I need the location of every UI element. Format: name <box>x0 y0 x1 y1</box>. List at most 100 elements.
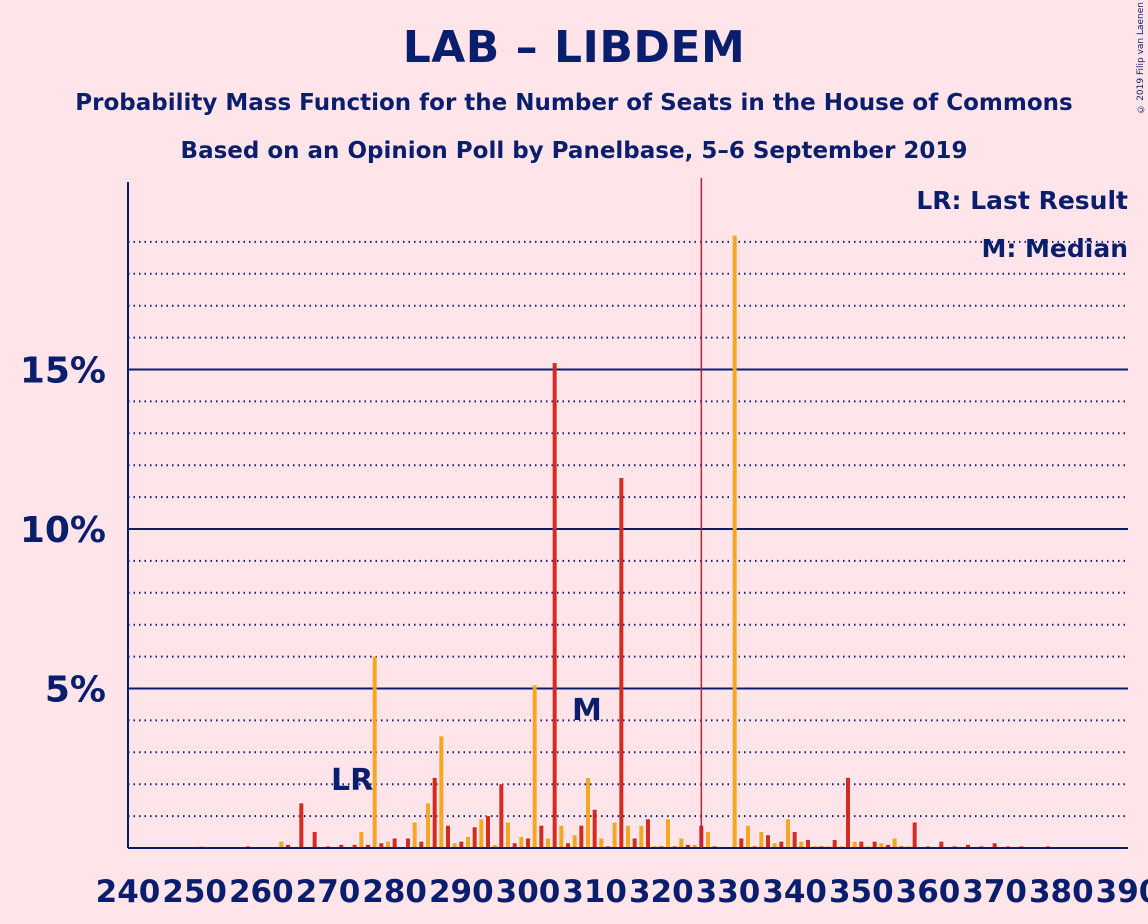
markers: LR M <box>331 178 703 848</box>
bar-seat-324 <box>686 844 690 848</box>
bar-seat-275 <box>359 832 364 848</box>
x-tick-label: 340 <box>762 874 827 910</box>
bar-seat-280 <box>392 838 397 848</box>
bar-seat-278 <box>379 843 384 848</box>
bar-seat-342 <box>806 840 810 848</box>
bar-seat-282 <box>406 838 410 848</box>
bar-seat-291 <box>466 836 470 848</box>
x-tick-label: 320 <box>629 874 694 910</box>
bar-seat-341 <box>799 841 804 848</box>
y-tick-label: 5% <box>45 670 106 711</box>
y-tick-label: 10% <box>20 510 106 551</box>
bar-seat-299 <box>519 836 524 848</box>
bar-seat-266 <box>299 803 304 848</box>
bar-seat-315 <box>626 825 630 848</box>
bar-seat-295 <box>492 844 497 848</box>
bar-seat-333 <box>746 825 750 848</box>
bar-seat-370 <box>992 843 997 848</box>
bar-seat-358 <box>912 822 917 848</box>
x-tick-label: 350 <box>829 874 894 910</box>
bar-seat-325 <box>692 844 697 848</box>
bar-seat-297 <box>506 822 510 848</box>
x-tick-label: 290 <box>429 874 494 910</box>
bar-seat-298 <box>512 843 517 848</box>
bar-seat-313 <box>612 822 617 848</box>
bar-seat-346 <box>832 840 837 848</box>
axes <box>127 182 1128 849</box>
bar-seat-279 <box>386 841 390 848</box>
bar-seat-286 <box>432 777 437 848</box>
x-tick-label: 390 <box>1096 874 1148 910</box>
chart-subtitle-poll: Based on an Opinion Poll by Panelbase, 5… <box>180 138 968 164</box>
bar-seat-337 <box>772 843 777 848</box>
bar-seat-350 <box>859 841 864 848</box>
bar-seat-301 <box>532 685 537 848</box>
x-tick-label: 300 <box>496 874 561 910</box>
bar-seat-308 <box>579 825 584 848</box>
bar-seat-277 <box>372 656 377 848</box>
bar-seat-336 <box>766 835 770 848</box>
bar-seat-362 <box>939 841 944 848</box>
legend-median: M: Median <box>981 234 1128 263</box>
grid-lines <box>128 240 1128 818</box>
bar-seat-348 <box>846 777 850 848</box>
x-tick-label: 270 <box>296 874 361 910</box>
bar-seat-318 <box>646 819 650 848</box>
bar-seat-283 <box>412 822 417 848</box>
bar-seat-317 <box>639 825 644 848</box>
bar-seat-288 <box>446 825 450 848</box>
bar-seat-311 <box>599 838 604 848</box>
tick-labels: 5% 10% 15% 240 250 260 270 280 290 300 310 320 330 34… <box>20 351 1148 911</box>
bar-seat-274 <box>352 844 357 848</box>
bar-seat-323 <box>679 838 684 848</box>
bar-seat-272 <box>339 844 344 848</box>
bar-seat-292 <box>472 827 477 848</box>
x-tick-label: 240 <box>96 874 161 910</box>
bar-seat-327 <box>706 832 710 848</box>
x-tick-label: 260 <box>229 874 294 910</box>
chart-title: LAB – LIBDEM <box>402 22 746 73</box>
bar-seat-287 <box>439 736 444 848</box>
bar-seat-303 <box>546 838 550 848</box>
bar-seat-331 <box>732 235 737 848</box>
bar-seat-314 <box>619 477 624 848</box>
bar-seat-321 <box>666 819 670 848</box>
bar-seat-268 <box>312 832 317 848</box>
x-tick-label: 360 <box>896 874 961 910</box>
x-tick-label: 380 <box>1029 874 1094 910</box>
bar-seat-309 <box>586 777 590 848</box>
bar-seat-264 <box>286 844 290 848</box>
bar-seat-338 <box>779 841 784 848</box>
x-tick-label: 330 <box>696 874 761 910</box>
bar-seat-293 <box>479 819 484 848</box>
bar-seat-339 <box>786 819 790 848</box>
bar-seat-354 <box>886 844 890 848</box>
bar-seat-355 <box>892 838 897 848</box>
last-result-marker: LR <box>331 763 373 798</box>
bar-seat-290 <box>459 841 464 848</box>
bar-seat-340 <box>792 832 797 848</box>
bar-seat-302 <box>539 825 544 848</box>
median-marker: M <box>572 693 602 728</box>
bar-seat-306 <box>566 843 570 848</box>
bar-seat-289 <box>452 843 457 848</box>
x-tick-label: 370 <box>962 874 1027 910</box>
x-tick-label: 280 <box>362 874 427 910</box>
bar-seat-353 <box>879 843 884 848</box>
bar-seat-285 <box>426 803 430 848</box>
bar-seat-276 <box>366 844 370 848</box>
bar-seat-349 <box>852 841 857 848</box>
bar-seat-300 <box>526 838 530 848</box>
bar-seat-332 <box>739 838 744 848</box>
bar-seat-366 <box>966 844 970 848</box>
x-tick-label: 250 <box>162 874 227 910</box>
x-tick-label: 310 <box>562 874 627 910</box>
bar-seat-316 <box>632 838 637 848</box>
bar-seat-263 <box>279 841 284 848</box>
bars <box>199 234 1050 848</box>
y-tick-label: 15% <box>20 351 106 392</box>
bar-seat-304 <box>552 363 557 848</box>
bar-seat-284 <box>419 841 424 848</box>
bar-seat-296 <box>499 784 504 848</box>
chart-subtitle: Probability Mass Function for the Number… <box>75 90 1073 116</box>
